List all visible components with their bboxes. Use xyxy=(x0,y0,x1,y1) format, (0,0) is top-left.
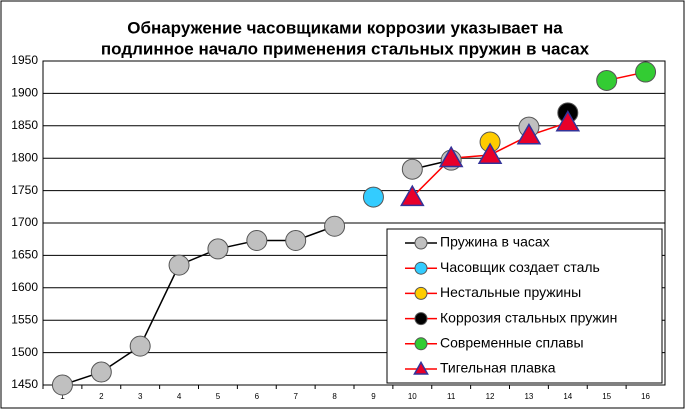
data-point xyxy=(90,361,112,383)
y-tick-label: 1850 xyxy=(11,118,38,132)
legend-marker xyxy=(414,312,428,326)
x-tick-label: 8 xyxy=(332,392,337,401)
data-point xyxy=(168,254,190,276)
data-point xyxy=(246,229,268,251)
data-point xyxy=(51,374,73,396)
x-tick-label: 16 xyxy=(641,392,650,401)
data-point xyxy=(596,69,618,91)
legend-marker xyxy=(413,360,429,375)
y-tick-label: 1700 xyxy=(11,215,38,229)
data-point xyxy=(324,215,346,237)
x-tick-label: 12 xyxy=(486,392,495,401)
data-point xyxy=(555,110,581,132)
y-tick-label: 1950 xyxy=(11,53,38,67)
data-point xyxy=(285,229,307,251)
x-tick-label: 10 xyxy=(408,392,417,401)
y-tick-label: 1750 xyxy=(11,183,38,197)
data-point xyxy=(477,142,503,164)
y-tick-label: 1900 xyxy=(11,86,38,100)
data-point xyxy=(635,61,657,83)
x-tick-label: 14 xyxy=(563,392,572,401)
legend-label: Коррозия стальных пружин xyxy=(440,309,617,325)
x-tick-label: 7 xyxy=(293,392,298,401)
x-tick-label: 13 xyxy=(524,392,533,401)
data-point xyxy=(400,184,425,207)
legend-label: Нестальные пружины xyxy=(440,284,581,300)
legend-label: Пружина в часах xyxy=(440,234,550,250)
y-tick-label: 1800 xyxy=(11,150,38,164)
y-tick-label: 1600 xyxy=(11,280,38,294)
legend-marker xyxy=(414,261,428,275)
data-point xyxy=(207,238,229,260)
x-tick-label: 11 xyxy=(447,392,456,401)
y-tick-label: 1650 xyxy=(11,248,38,262)
x-tick-label: 5 xyxy=(216,392,221,401)
x-tick-label: 1 xyxy=(60,392,65,401)
data-point xyxy=(129,335,151,357)
x-tick-label: 3 xyxy=(138,392,143,401)
x-tick-label: 2 xyxy=(99,392,104,401)
data-point xyxy=(438,145,464,168)
chart-title: подлинное начало применения стальных пру… xyxy=(101,39,590,58)
x-tick-label: 15 xyxy=(602,392,611,401)
legend-marker xyxy=(414,236,428,250)
data-point xyxy=(401,158,423,180)
x-tick-label: 4 xyxy=(177,392,182,401)
legend-label: Тигельная плавка xyxy=(440,360,556,376)
legend-marker xyxy=(414,286,428,300)
legend-box xyxy=(386,228,663,384)
legend-marker xyxy=(414,337,428,351)
chart-title: Обнаружение часовщиками коррозии указыва… xyxy=(127,18,563,37)
y-tick-label: 1500 xyxy=(11,345,38,359)
y-tick-label: 1550 xyxy=(11,312,38,326)
x-tick-label: 9 xyxy=(371,392,376,401)
x-tick-label: 6 xyxy=(255,392,260,401)
legend-label: Часовщик создает сталь xyxy=(440,259,600,275)
y-tick-label: 1450 xyxy=(11,377,38,391)
data-point xyxy=(516,123,542,145)
legend-label: Современные сплавы xyxy=(440,335,584,351)
data-point xyxy=(362,186,384,208)
